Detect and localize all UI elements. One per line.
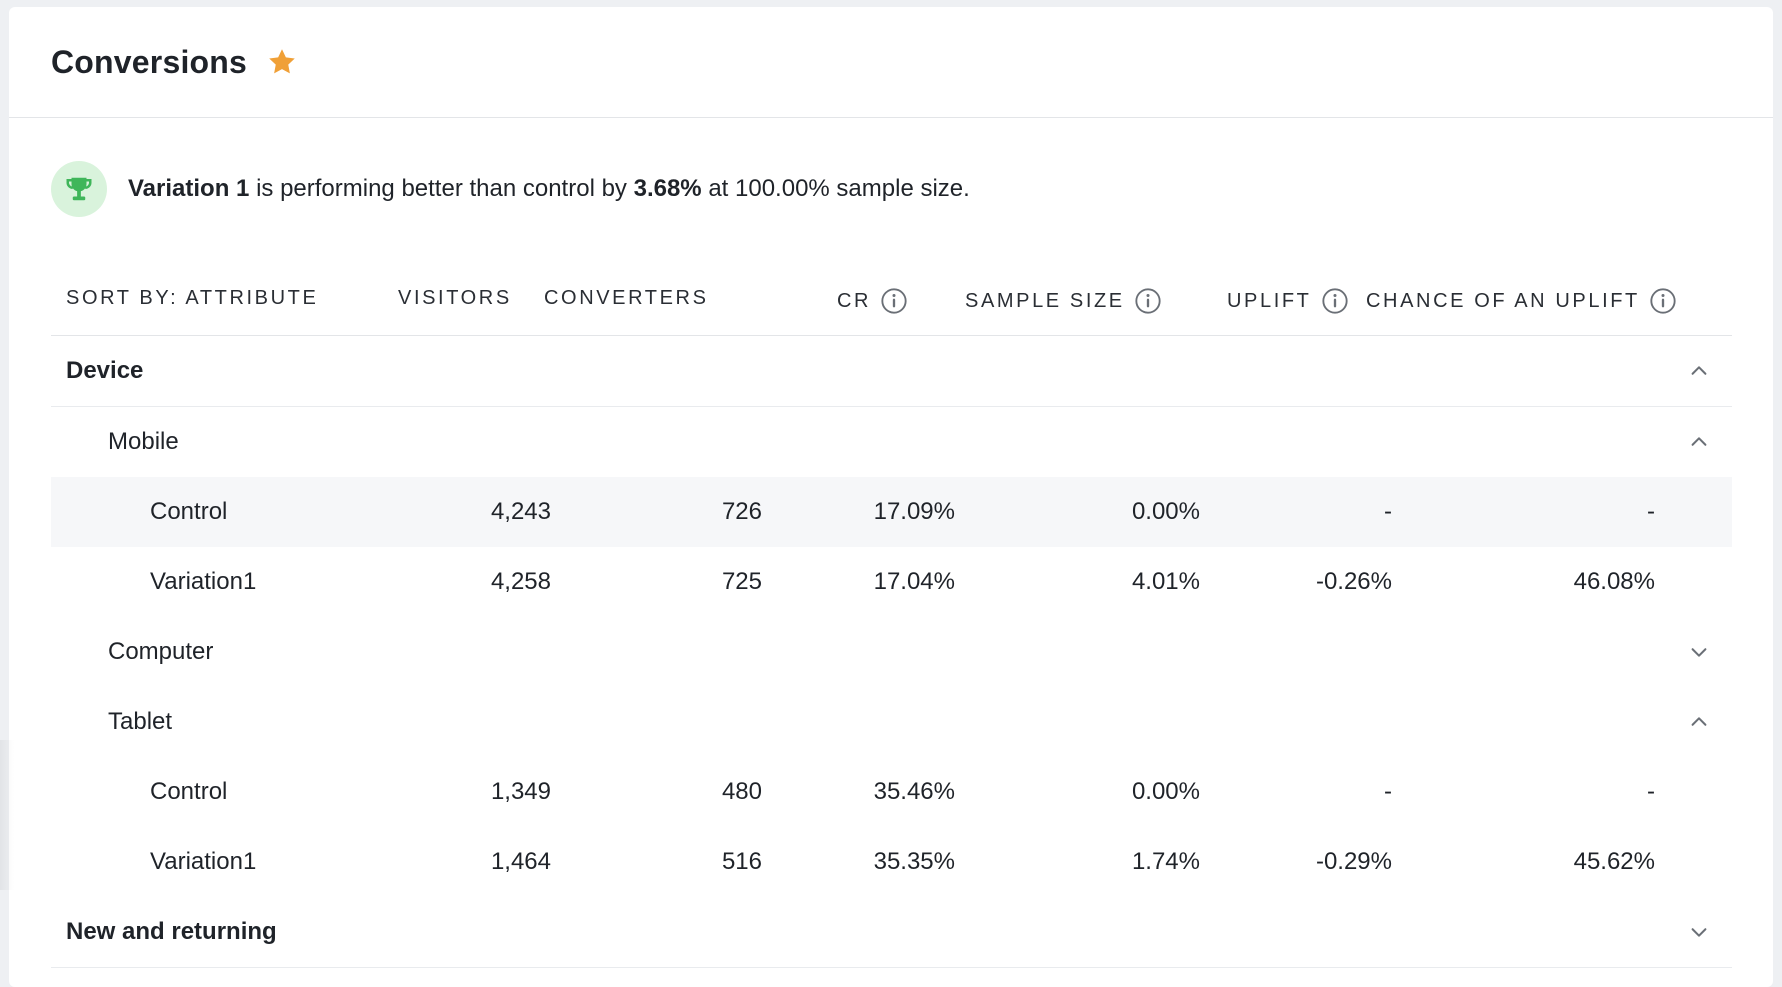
chevron-up-icon[interactable] bbox=[1688, 687, 1710, 757]
chevron-up-icon[interactable] bbox=[1688, 336, 1710, 406]
uplift-value: - bbox=[1384, 778, 1392, 805]
cr-value: 35.46% bbox=[873, 778, 955, 805]
table-header: SORT BY: ATTRIBUTE VISITORS CONVERTERS C… bbox=[51, 263, 1732, 336]
converters-value: 725 bbox=[721, 568, 762, 595]
converters-value: 480 bbox=[721, 778, 762, 805]
sample-size-value: 0.00% bbox=[1131, 498, 1200, 525]
variant-name: Control bbox=[150, 498, 228, 525]
converters-value: 516 bbox=[721, 848, 762, 875]
uplift-header[interactable]: UPLIFT bbox=[1227, 287, 1349, 315]
uplift-value: - bbox=[1384, 498, 1392, 525]
segment-row-computer[interactable]: Computer bbox=[51, 617, 1732, 687]
sample-size-value: 1.74% bbox=[1131, 848, 1200, 875]
uplift-value: -0.26% bbox=[1315, 568, 1392, 595]
info-icon[interactable] bbox=[1649, 287, 1677, 315]
info-icon[interactable] bbox=[880, 287, 908, 315]
result-summary: Variation 1 is performing better than co… bbox=[51, 161, 970, 217]
sample-size-value: 4.01% bbox=[1131, 568, 1200, 595]
visitors-value: 4,243 bbox=[490, 498, 551, 525]
cr-value: 17.09% bbox=[873, 498, 955, 525]
cr-value: 17.04% bbox=[873, 568, 955, 595]
sample-size-value: 0.00% bbox=[1131, 778, 1200, 805]
table-row-tablet-variation: Variation1 1,464 516 35.35% 1.74% -0.29%… bbox=[51, 827, 1732, 897]
variant-name: Variation1 bbox=[150, 848, 257, 875]
segment-row-tablet[interactable]: Tablet bbox=[51, 687, 1732, 757]
group-label: New and returning bbox=[66, 918, 277, 945]
segment-label: Mobile bbox=[108, 428, 179, 455]
chance-value: 46.08% bbox=[1573, 568, 1655, 595]
results-table: SORT BY: ATTRIBUTE VISITORS CONVERTERS C… bbox=[51, 263, 1732, 968]
info-icon[interactable] bbox=[1134, 287, 1162, 315]
page-title: Conversions bbox=[51, 43, 248, 80]
chance-of-uplift-header[interactable]: CHANCE OF AN UPLIFT bbox=[1366, 287, 1677, 315]
chance-value: - bbox=[1647, 778, 1655, 805]
chevron-down-icon[interactable] bbox=[1688, 617, 1710, 687]
cr-value: 35.35% bbox=[873, 848, 955, 875]
segment-label: Computer bbox=[108, 638, 214, 665]
chance-value: - bbox=[1647, 498, 1655, 525]
segment-row-mobile[interactable]: Mobile bbox=[51, 407, 1732, 477]
visitors-value: 1,349 bbox=[490, 778, 551, 805]
segment-label: Tablet bbox=[108, 708, 173, 735]
group-row-device[interactable]: Device bbox=[51, 336, 1732, 407]
converters-value: 726 bbox=[721, 498, 762, 525]
table-row-mobile-variation: Variation1 4,258 725 17.04% 4.01% -0.26%… bbox=[51, 547, 1732, 617]
summary-text-2: at 100.00% sample size. bbox=[708, 175, 970, 202]
group-row-new-and-returning[interactable]: New and returning bbox=[51, 897, 1732, 968]
variant-name: Control bbox=[150, 778, 228, 805]
chevron-down-icon[interactable] bbox=[1688, 897, 1710, 967]
summary-uplift: 3.68% bbox=[633, 175, 702, 202]
table-row-tablet-control: Control 1,349 480 35.46% 0.00% - - bbox=[51, 757, 1732, 827]
sample-size-header[interactable]: SAMPLE SIZE bbox=[965, 287, 1162, 315]
table-row-mobile-control: Control 4,243 726 17.09% 0.00% - - bbox=[51, 477, 1732, 547]
summary-text: Variation 1 is performing better than co… bbox=[128, 175, 970, 203]
visitors-value: 1,464 bbox=[490, 848, 551, 875]
summary-text-1: is performing better than control by bbox=[256, 175, 627, 202]
visitors-value: 4,258 bbox=[490, 568, 551, 595]
converters-header[interactable]: CONVERTERS bbox=[544, 287, 709, 309]
chevron-up-icon[interactable] bbox=[1688, 407, 1710, 477]
visitors-header[interactable]: VISITORS bbox=[398, 287, 512, 309]
conversions-card: Conversions Variation 1 is performing be… bbox=[9, 7, 1773, 987]
summary-variation: Variation 1 bbox=[128, 175, 250, 202]
star-icon[interactable] bbox=[267, 46, 299, 78]
variant-name: Variation1 bbox=[150, 568, 257, 595]
sort-by-attribute-header[interactable]: SORT BY: ATTRIBUTE bbox=[66, 287, 319, 309]
uplift-value: -0.29% bbox=[1315, 848, 1392, 875]
card-header: Conversions bbox=[9, 7, 1773, 118]
cr-header[interactable]: CR bbox=[837, 287, 908, 315]
edge-shadow bbox=[0, 740, 14, 890]
group-label: Device bbox=[66, 357, 144, 384]
trophy-icon bbox=[51, 161, 107, 217]
chance-value: 45.62% bbox=[1573, 848, 1655, 875]
info-icon[interactable] bbox=[1321, 287, 1349, 315]
